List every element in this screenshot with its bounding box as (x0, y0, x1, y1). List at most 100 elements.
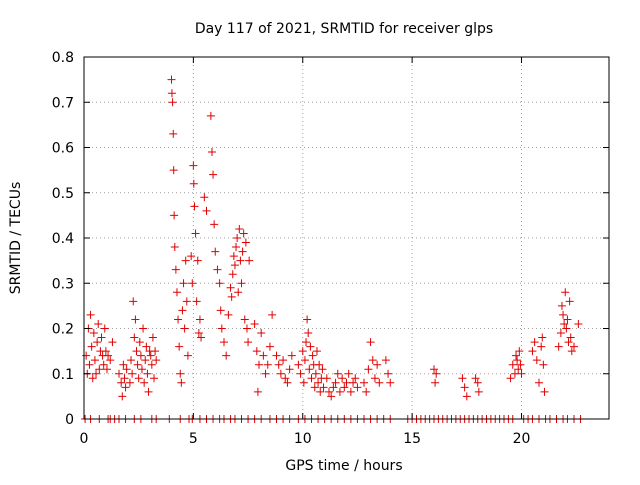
data-point (121, 383, 130, 392)
data-point (381, 356, 390, 365)
data-point (556, 329, 565, 338)
data-point (141, 356, 150, 365)
data-point (516, 360, 525, 369)
data-point (213, 265, 222, 274)
data-point (230, 261, 239, 270)
data-point (245, 256, 254, 265)
data-point (287, 351, 296, 360)
data-point (117, 378, 126, 387)
data-point (144, 387, 153, 396)
data-point (474, 387, 483, 396)
data-point (517, 369, 526, 378)
y-tick-label: 0.6 (52, 141, 74, 157)
data-point (285, 365, 294, 374)
data-point (177, 378, 186, 387)
data-point (217, 324, 226, 333)
data-point (182, 297, 191, 306)
y-tick-label: 0.7 (52, 95, 74, 111)
data-point (554, 342, 563, 351)
plot-frame (83, 56, 610, 420)
data-point (316, 387, 325, 396)
y-axis-label: SRMTID / TECUs (8, 182, 24, 295)
data-point (240, 315, 249, 324)
data-point (236, 256, 245, 265)
data-point (95, 365, 104, 374)
data-point (319, 383, 328, 392)
data-point (180, 324, 189, 333)
data-point (174, 315, 183, 324)
data-point (209, 170, 218, 179)
data-point (539, 360, 548, 369)
data-point (314, 378, 323, 387)
data-point (85, 360, 94, 369)
data-point (515, 347, 524, 356)
data-point (87, 342, 96, 351)
data-point (150, 374, 158, 383)
data-point (238, 247, 247, 256)
chart-title: Day 117 of 2021, SRMTID for receiver glp… (195, 21, 493, 37)
x-tick-label: 15 (403, 431, 421, 447)
data-point (244, 338, 253, 347)
data-points (81, 75, 585, 423)
data-point (207, 148, 216, 157)
data-point (294, 360, 303, 369)
data-point (86, 310, 95, 319)
data-point (106, 356, 115, 365)
data-point (329, 383, 338, 392)
data-point (566, 333, 575, 342)
data-point (137, 365, 146, 374)
data-point (318, 365, 327, 374)
data-point (134, 374, 143, 383)
y-tick-label: 0.4 (52, 231, 74, 247)
data-point (564, 338, 573, 347)
y-tick-label: 0.8 (52, 50, 74, 66)
data-point (272, 351, 281, 360)
data-point (131, 315, 140, 324)
data-point (227, 292, 236, 301)
data-point (462, 392, 471, 401)
data-point (143, 369, 152, 378)
data-point (90, 356, 99, 365)
data-point (310, 383, 319, 392)
data-point (179, 279, 188, 288)
data-point (189, 179, 198, 188)
x-tick-label: 0 (80, 431, 89, 447)
data-point (115, 369, 123, 378)
data-point (430, 365, 438, 374)
data-point (338, 374, 347, 383)
data-point (351, 374, 360, 383)
data-point (88, 374, 97, 383)
data-point (512, 351, 521, 360)
data-point (335, 387, 344, 396)
data-point (535, 378, 543, 387)
data-point (192, 297, 201, 306)
data-point (307, 374, 316, 383)
data-point (561, 288, 570, 297)
data-point (216, 306, 225, 315)
data-point (169, 166, 178, 175)
data-point (300, 356, 309, 365)
y-tick-label: 0 (65, 412, 74, 428)
data-point (239, 229, 248, 238)
data-point (206, 111, 215, 120)
data-point (362, 387, 371, 396)
data-point (147, 360, 156, 369)
data-point (170, 243, 179, 252)
data-point (176, 369, 185, 378)
data-point (305, 365, 314, 374)
data-point (167, 89, 176, 98)
x-tick-label: 20 (513, 431, 531, 447)
data-point (298, 347, 307, 356)
data-point (431, 378, 440, 387)
data-point (132, 347, 141, 356)
data-point (333, 369, 342, 378)
data-point (384, 369, 393, 378)
data-point (370, 374, 379, 383)
data-point (460, 383, 469, 392)
data-point (276, 369, 285, 378)
data-point (197, 333, 206, 342)
data-point (506, 374, 515, 383)
x-tick-label: 5 (189, 431, 198, 447)
